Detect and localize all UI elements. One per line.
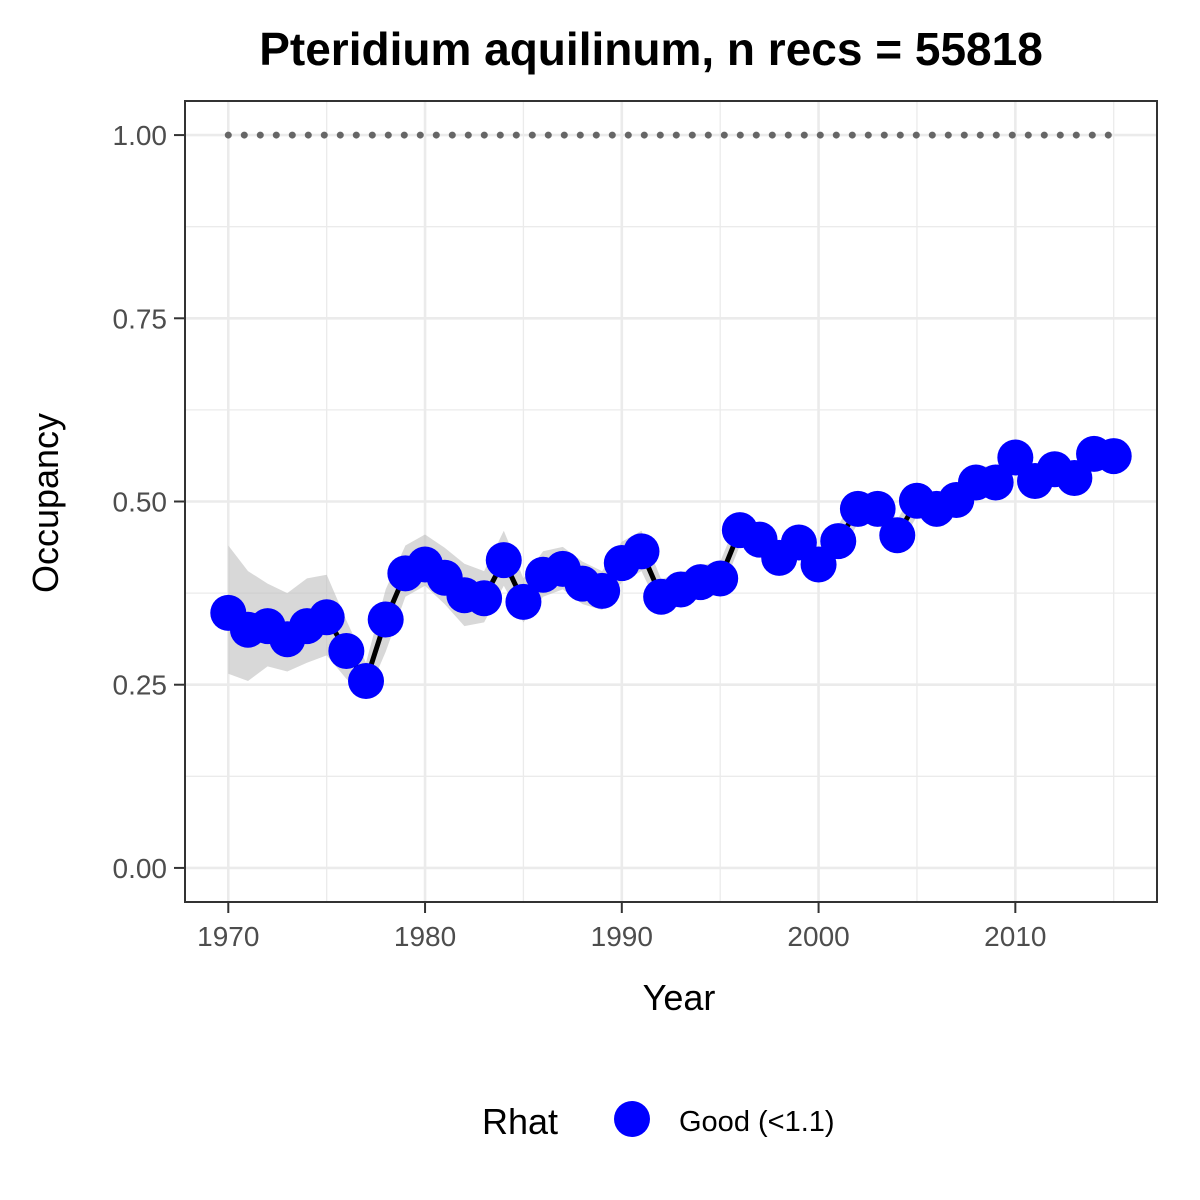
data-point-1984 bbox=[485, 542, 522, 579]
chart-title: Pteridium aquilinum, n recs = 55818 bbox=[259, 23, 1043, 75]
legend: Rhat Good (<1.1) bbox=[482, 1101, 835, 1142]
data-point-2003 bbox=[859, 490, 896, 527]
y-tick-label: 0.25 bbox=[113, 670, 168, 701]
data-point-1995 bbox=[702, 560, 739, 597]
y-axis-title: Occupancy bbox=[25, 413, 66, 593]
data-point-2015 bbox=[1095, 438, 1132, 475]
data-point-2001 bbox=[820, 523, 857, 560]
x-tick-label: 2010 bbox=[984, 921, 1046, 952]
data-point-1991 bbox=[623, 533, 660, 570]
data-point-1983 bbox=[466, 580, 503, 617]
y-tick-label: 1.00 bbox=[113, 120, 168, 151]
y-tick-label: 0.00 bbox=[113, 853, 168, 884]
data-point-1975 bbox=[308, 599, 345, 636]
plot-area: 1970 1980 1990 2000 2010 0.00 0.25 0.50 0.75 1.00 bbox=[113, 100, 1158, 952]
legend-key-good bbox=[614, 1101, 650, 1137]
data-point-2009 bbox=[977, 464, 1014, 501]
data-point-1977 bbox=[348, 663, 385, 700]
data-point-2013 bbox=[1056, 460, 1093, 497]
x-axis-title: Year bbox=[643, 977, 716, 1018]
data-point-1985 bbox=[505, 583, 542, 620]
legend-title: Rhat bbox=[482, 1101, 558, 1142]
legend-label-good: Good (<1.1) bbox=[679, 1106, 835, 1138]
data-point-1976 bbox=[328, 633, 365, 670]
x-tick-label: 2000 bbox=[787, 921, 849, 952]
y-tick-label: 0.75 bbox=[113, 303, 168, 334]
data-point-1978 bbox=[367, 601, 404, 638]
y-tick-label: 0.50 bbox=[113, 487, 168, 518]
x-tick-label: 1970 bbox=[197, 921, 259, 952]
x-tick-label: 1980 bbox=[394, 921, 456, 952]
data-point-2004 bbox=[879, 517, 916, 554]
x-tick-label: 1990 bbox=[591, 921, 653, 952]
data-point-1989 bbox=[584, 572, 621, 609]
